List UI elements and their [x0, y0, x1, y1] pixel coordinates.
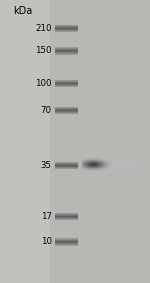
Bar	[50, 0, 150, 283]
Text: 35: 35	[41, 161, 52, 170]
Text: 10: 10	[41, 237, 52, 246]
Text: 150: 150	[35, 46, 52, 55]
Text: 210: 210	[35, 24, 52, 33]
Text: 17: 17	[41, 212, 52, 221]
Text: 100: 100	[35, 79, 52, 88]
Bar	[0, 0, 50, 283]
Text: kDa: kDa	[14, 6, 33, 16]
Text: 70: 70	[41, 106, 52, 115]
